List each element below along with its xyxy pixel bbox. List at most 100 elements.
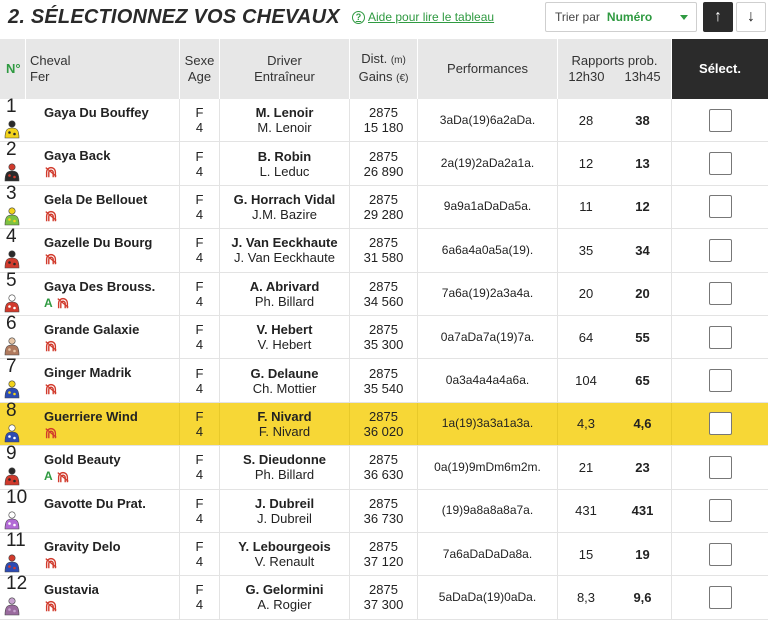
horse-meta [44,426,58,440]
horse-sex: F [195,495,204,511]
select-checkbox[interactable] [708,325,732,349]
page-title: 2. SÉLECTIONNEZ VOS CHEVAUX [8,6,340,28]
select-checkbox[interactable] [708,585,732,609]
gains: 36 730 [363,510,404,526]
col-driver[interactable]: Driver Entraîneur [220,39,350,99]
col-rapports[interactable]: Rapports prob. 12h30 13h45 [558,39,672,99]
select-checkbox[interactable] [708,412,732,436]
select-checkbox[interactable] [708,238,732,262]
horse-cell: 12 Gustavia [0,574,180,619]
performances: 1a(19)3a3a1a3a. [441,416,534,431]
horse-name[interactable]: Gela De Bellouet [44,191,148,207]
horse-name[interactable]: Gold Beauty [44,452,121,468]
distance: 2875 [369,408,398,424]
table-row[interactable]: 2 Gaya Back F 4 B. Robin L. Leduc 2875 26 890 2a… [0,140,768,186]
horse-name[interactable]: Gustavia [44,582,99,598]
odds-1345-cell: 12 [614,185,672,229]
select-checkbox[interactable] [708,542,732,566]
odds-1345-cell: 431 [614,489,672,532]
select-cell [672,229,768,271]
distance: 2875 [369,495,398,511]
driver-cell: J. Van Eeckhaute J. Van Eeckhaute [220,229,350,272]
performances: (19)9a8a8a8a7a. [441,503,534,518]
driver-name: Y. Lebourgeois [238,539,331,555]
odds-1230-cell: 64 [558,316,614,358]
col-performances[interactable]: Performances [418,39,558,99]
col-age-label: Age [187,69,212,84]
col-cheval[interactable]: Cheval Fer [26,39,180,99]
table-row[interactable]: 3 Gela De Bellouet F 4 G. Horrach Vidal J.M. … [0,184,768,230]
select-checkbox[interactable] [708,282,732,306]
odds-1230: 15 [578,546,594,562]
sort-ascending-button[interactable]: ↑ [703,2,733,32]
odds-1230: 28 [578,112,594,128]
dist-gains-cell: 2875 26 890 [350,142,418,185]
select-checkbox[interactable] [708,195,732,219]
jockey-silks-icon [4,337,20,356]
table-row[interactable]: 10 Gavotte Du Prat. F 4 J. Dubreil J. Dubreil… [0,488,768,533]
jockey-silks-icon [4,511,20,529]
horse-name[interactable]: Guerriere Wind [44,408,138,424]
sort-descending-button[interactable]: ↓ [736,2,766,32]
table-row[interactable]: 1 Gaya Du Bouffey F 4 M. Lenoir M. Lenoir 2875… [0,97,768,143]
select-checkbox[interactable] [708,152,732,176]
horse-name[interactable]: Gaya Des Brouss. [44,278,156,294]
trainer-name: F. Nivard [258,423,311,439]
col-select: Sélect. [672,39,768,99]
table-row[interactable]: 4 Gazelle Du Bourg F 4 J. Van Eeckhaute J. Va… [0,227,768,273]
table-row[interactable]: 5 Gaya Des Brouss. A F 4 A. Abrivard Ph. Billa… [0,271,768,316]
sort-value: Numéro [606,10,653,24]
select-checkbox[interactable] [708,108,732,132]
col-time2-label: 13h45 [624,69,661,84]
select-checkbox[interactable] [708,499,732,523]
table-row[interactable]: 11 Gravity Delo F 4 Y. Lebourgeois V. Renault… [0,531,768,577]
horse-name[interactable]: Gaya Back [44,148,111,164]
odds-1230: 104 [575,373,597,389]
sort-dropdown[interactable]: Trier par Numéro [545,2,697,32]
horse-meta [44,382,58,396]
horseshoe-icon [44,556,58,570]
table-row[interactable]: 8 Guerriere Wind F 4 F. Nivard F. Nivard 2875 3… [0,401,768,447]
driver-cell: G. Horrach Vidal J.M. Bazire [220,185,350,229]
col-performances-label: Performances [447,61,528,76]
driver-name: G. Horrach Vidal [233,191,336,207]
horse-age: 4 [195,293,204,309]
horse-cell: 4 Gazelle Du Bourg [0,227,180,272]
horse-name[interactable]: Gavotte Du Prat. [44,495,146,511]
driver-name: M. Lenoir [255,105,314,121]
select-checkbox[interactable] [708,455,732,479]
horse-name[interactable]: Grande Galaxie [44,321,140,337]
horse-name[interactable]: Ginger Madrik [44,365,132,381]
col-num[interactable]: N° [0,39,26,99]
odds-1345: 23 [635,459,650,475]
help-link[interactable]: ? Aide pour lire le tableau [352,10,494,24]
odds-1230-cell: 35 [558,229,614,271]
dist-gains-cell: 2875 37 120 [350,532,418,576]
odds-1230-cell: 11 [558,186,614,228]
horse-name[interactable]: Gazelle Du Bourg [44,235,153,251]
horse-name[interactable]: Gravity Delo [44,538,121,554]
horse-meta [44,165,58,179]
horseshoe-icon [56,296,70,310]
table-row[interactable]: 6 Grande Galaxie F 4 V. Hebert V. Hebert 2875 3… [0,312,768,360]
col-cheval-label: Cheval [30,53,71,68]
horse-sex: F [195,278,204,294]
odds-1345: 13 [635,156,650,172]
col-sexe-age[interactable]: Sexe Age [180,39,220,99]
table-row[interactable]: 12 Gustavia F 4 G. Gelormini A. Rogier 2875 37 … [0,574,768,620]
select-checkbox[interactable] [708,369,732,393]
col-dist-gains[interactable]: Dist. (m) Gains (€) [350,39,418,99]
table-row[interactable]: 9 Gold Beauty A F 4 S. Dieudonne Ph. Billard 28… [0,444,768,490]
performances-cell: 0a3a4a4a4a6a. [418,359,558,402]
performances-cell: 0a7aDa7a(19)7a. [418,315,558,359]
horse-name[interactable]: Gaya Du Bouffey [44,105,149,120]
horse-number: 6 [6,312,17,334]
driver-cell: V. Hebert V. Hebert [220,315,350,359]
table-row[interactable]: 7 Ginger Madrik F 4 G. Delaune Ch. Mottier 287… [0,357,768,403]
distance: 2875 [369,539,398,555]
gains: 36 020 [363,423,404,439]
